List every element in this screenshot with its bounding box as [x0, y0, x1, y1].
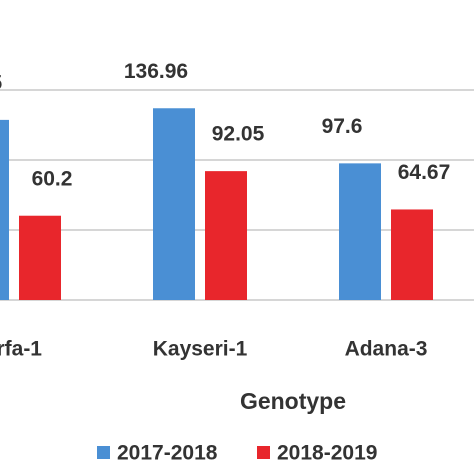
bar [391, 209, 433, 300]
data-label: 92.05 [212, 123, 265, 146]
bar [205, 171, 247, 300]
legend-label: 2017-2018 [117, 442, 218, 465]
legend-label: 2018-2019 [277, 442, 377, 465]
data-label: 60.2 [32, 167, 73, 190]
x-tick-label: Kayseri-1 [153, 338, 248, 361]
data-label: 128.65 [0, 71, 2, 94]
x-tick-label: rfa-1 [0, 338, 42, 361]
bar [0, 119, 9, 300]
data-label: 136.96 [124, 60, 188, 83]
legend-swatch [257, 446, 270, 459]
legend-swatch [97, 446, 110, 459]
x-tick-label: Adana-3 [345, 338, 428, 361]
bar [19, 215, 61, 300]
data-label: 64.67 [398, 161, 451, 184]
x-axis-title: Genotype [240, 388, 346, 414]
bar [153, 108, 195, 300]
bar [339, 163, 381, 300]
data-label: 97.6 [322, 115, 363, 138]
